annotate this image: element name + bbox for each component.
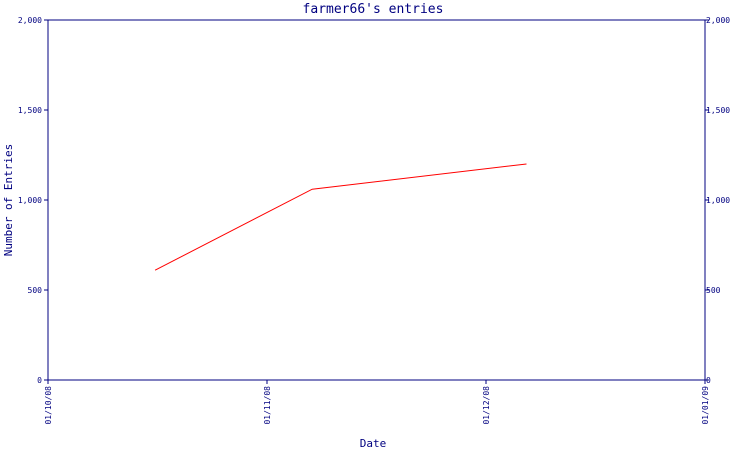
x-tick-label: 01/11/08 xyxy=(263,386,272,425)
y-axis-right: 0 500 1,000 1,500 2,000 xyxy=(705,16,730,385)
y-tick-label-right: 0 xyxy=(706,376,711,385)
chart-title: farmer66's entries xyxy=(303,2,444,17)
x-axis: 01/10/08 01/11/08 01/12/08 01/01/09 xyxy=(44,380,710,425)
y-axis-label: Number of Entries xyxy=(2,144,15,257)
series-group xyxy=(154,163,527,271)
y-axis-left: 0 500 1,000 1,500 2,000 xyxy=(18,16,48,385)
plot-frame xyxy=(47,19,706,381)
x-axis-label: Date xyxy=(360,437,387,450)
y-tick-label-left: 500 xyxy=(28,286,43,295)
x-tick-label: 01/12/08 xyxy=(482,386,491,425)
series-line xyxy=(154,163,527,271)
y-tick-label-right: 2,000 xyxy=(706,16,730,25)
y-tick-label-right: 1,000 xyxy=(706,196,730,205)
y-tick-label-right: 1,500 xyxy=(706,106,730,115)
y-tick-label-left: 0 xyxy=(37,376,42,385)
y-tick-label-left: 2,000 xyxy=(18,16,42,25)
y-tick-label-right: 500 xyxy=(706,286,721,295)
y-tick-label-left: 1,000 xyxy=(18,196,42,205)
x-tick-label: 01/01/09 xyxy=(701,386,710,425)
x-tick-label: 01/10/08 xyxy=(44,386,53,425)
y-tick-label-left: 1,500 xyxy=(18,106,42,115)
